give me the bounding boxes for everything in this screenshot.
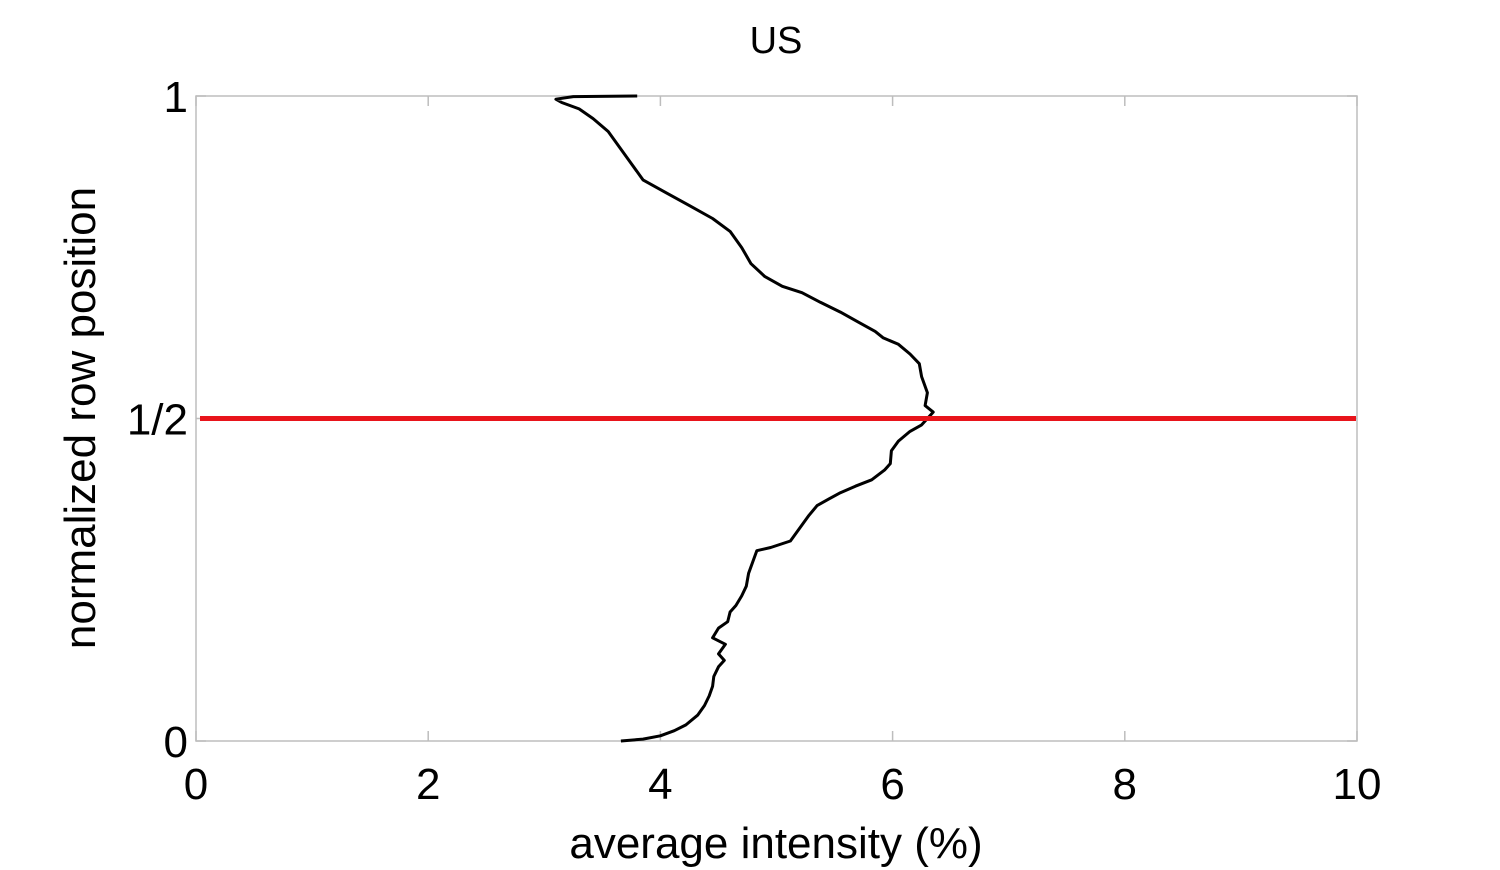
series-line bbox=[554, 94, 935, 743]
x-tick-label-0: 0 bbox=[184, 760, 208, 809]
y-tick-label-0: 0 bbox=[164, 718, 188, 767]
chart-title: US bbox=[750, 20, 803, 62]
y-axis-tick-labels: 0 1/2 1 bbox=[127, 73, 188, 767]
y-tick-label-1: 1 bbox=[164, 73, 188, 122]
x-axis-tick-labels: 0 2 4 6 8 10 bbox=[184, 760, 1382, 809]
plot-area bbox=[195, 94, 1358, 743]
y-tick-label-1-2: 1/2 bbox=[127, 396, 188, 445]
x-axis-ticks bbox=[195, 96, 1358, 741]
x-tick-label-6: 6 bbox=[880, 760, 904, 809]
y-axis-label: normalized row position bbox=[56, 187, 105, 649]
x-axis-label: average intensity (%) bbox=[569, 819, 982, 868]
x-tick-label-8: 8 bbox=[1113, 760, 1137, 809]
x-tick-label-4: 4 bbox=[648, 760, 672, 809]
x-tick-label-10: 10 bbox=[1333, 760, 1382, 809]
x-tick-label-2: 2 bbox=[416, 760, 440, 809]
